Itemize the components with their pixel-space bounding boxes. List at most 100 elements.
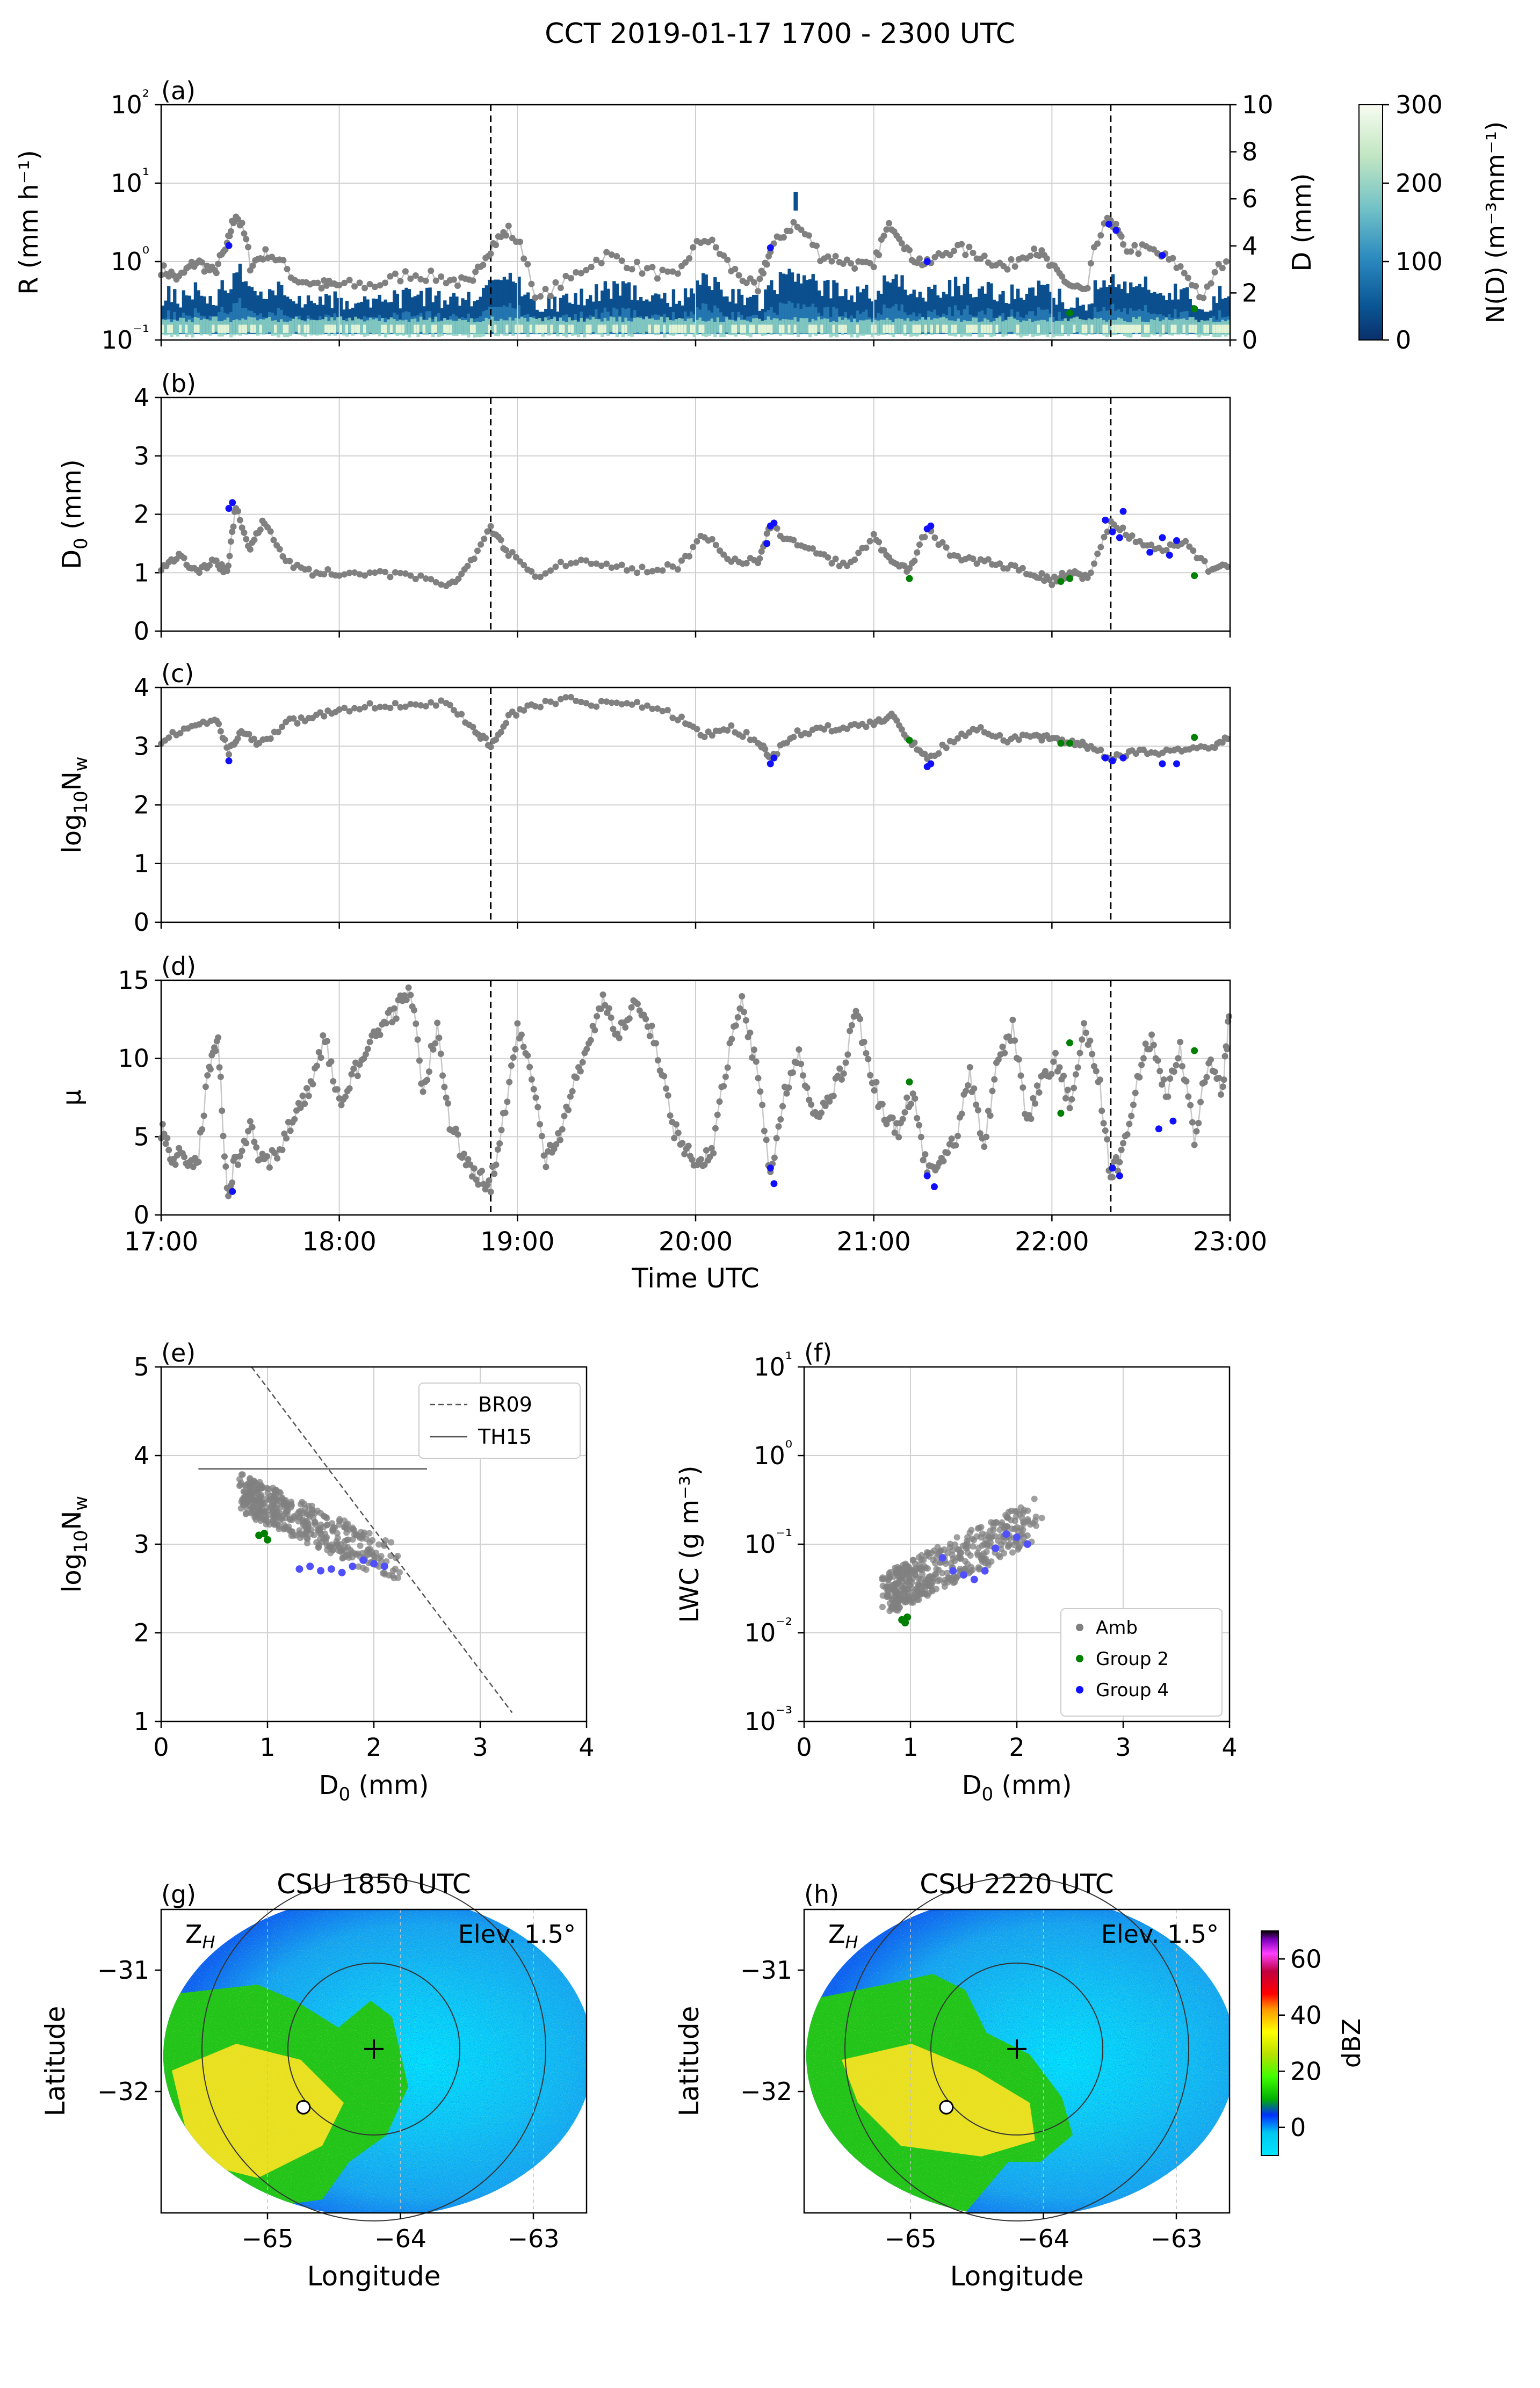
data-point <box>577 1068 584 1075</box>
nd-column <box>529 299 533 335</box>
data-point <box>356 571 363 578</box>
group-point-group-4 <box>1119 754 1127 762</box>
x-tick-label: −65 <box>241 2224 293 2253</box>
amb-point <box>346 1526 353 1533</box>
group-point-group-4 <box>306 1562 314 1571</box>
data-point <box>669 563 676 570</box>
nd-column-peak <box>348 317 352 333</box>
data-point <box>202 1083 209 1090</box>
data-point <box>484 528 491 535</box>
nd-column-peak <box>582 322 587 338</box>
nd-column-max <box>1212 324 1216 333</box>
data-point <box>783 1090 790 1097</box>
amb-point <box>252 1516 259 1523</box>
data-point <box>1187 1102 1194 1109</box>
data-point <box>436 1034 443 1041</box>
nd-column <box>989 283 993 335</box>
data-point <box>487 743 494 750</box>
data-point <box>922 1151 929 1158</box>
data-point <box>1033 1082 1040 1089</box>
data-point <box>639 704 646 711</box>
nd-column-mid <box>220 307 224 335</box>
nd-column <box>182 290 186 335</box>
data-point <box>822 1102 829 1109</box>
group-point-group-4 <box>1173 537 1180 544</box>
nd-column-peak <box>1188 317 1192 332</box>
data-point <box>241 230 248 237</box>
x-axis-label: D0 (mm) <box>319 1770 429 1805</box>
nd-column <box>1001 291 1005 335</box>
nd-column <box>639 296 643 335</box>
data-point <box>958 1110 965 1117</box>
nd-column-max <box>856 324 859 333</box>
nd-column <box>318 296 322 335</box>
data-point <box>434 1019 441 1026</box>
amb-point <box>887 1568 894 1575</box>
data-point <box>503 720 510 727</box>
data-point <box>716 1098 723 1105</box>
data-point <box>1219 265 1226 272</box>
nd-column <box>642 300 646 335</box>
group-point-group-4 <box>1119 508 1127 515</box>
y-tick-label: 5 <box>134 1352 149 1381</box>
nd-column-max <box>399 324 402 333</box>
data-point <box>866 538 873 545</box>
data-point <box>474 547 481 554</box>
data-point <box>1124 1131 1131 1138</box>
amb-point <box>276 1523 283 1530</box>
group-point-group-4 <box>770 1180 778 1188</box>
nd-column-max <box>389 324 393 333</box>
nd-column-max <box>1135 324 1139 333</box>
nd-column-peak <box>1096 319 1100 334</box>
colorbar-tick-label: 0 <box>1290 2113 1306 2142</box>
nd-column-max <box>1060 324 1065 333</box>
data-point <box>828 560 835 567</box>
group-point-group-4 <box>229 499 236 506</box>
nd-column-max <box>1203 324 1207 333</box>
x-tick-label: 22:00 <box>1015 1227 1089 1257</box>
amb-point <box>300 1500 307 1507</box>
nd-column-peak <box>716 317 720 333</box>
data-point <box>952 1142 959 1149</box>
nd-column-max <box>974 324 978 333</box>
data-point <box>1136 538 1143 545</box>
data-point <box>1028 1115 1035 1122</box>
nd-column <box>689 288 693 335</box>
radar-ppi <box>806 1909 1230 2213</box>
data-point <box>1200 294 1207 301</box>
nd-column-mid <box>891 306 895 335</box>
y-tick-label: −31 <box>97 1956 149 1985</box>
data-point <box>235 216 242 223</box>
y2-tick-label: 8 <box>1242 138 1257 167</box>
site-marker <box>296 2100 311 2115</box>
colorbar-dbz-label: dBZ <box>1337 2018 1366 2068</box>
data-point <box>412 701 419 708</box>
nd-column-peak <box>500 319 503 335</box>
amb-point <box>336 1521 343 1528</box>
data-point <box>771 1154 778 1161</box>
nd-column-peak <box>639 317 643 334</box>
data-point <box>608 564 615 571</box>
amb-point <box>258 1482 265 1489</box>
nd-column-peak <box>710 318 714 334</box>
amb-point <box>329 1520 336 1527</box>
data-point <box>750 279 757 286</box>
nd-column-peak <box>606 320 610 336</box>
amb-point <box>964 1538 971 1545</box>
data-point <box>917 1133 924 1140</box>
y-tick-label: 4 <box>134 673 149 702</box>
nd-column-peak <box>532 318 536 334</box>
nd-column <box>191 299 194 335</box>
data-point <box>708 1145 715 1152</box>
amb-point <box>1008 1517 1015 1524</box>
group-point <box>1066 309 1073 317</box>
nd-column <box>303 304 307 335</box>
nd-column <box>850 295 854 335</box>
data-point <box>579 1059 586 1066</box>
nd-column <box>972 297 975 335</box>
nd-column-max <box>449 324 453 333</box>
nd-column-mid <box>811 303 815 335</box>
nd-column <box>218 289 221 335</box>
nd-column <box>1040 285 1044 335</box>
data-point <box>201 268 208 275</box>
